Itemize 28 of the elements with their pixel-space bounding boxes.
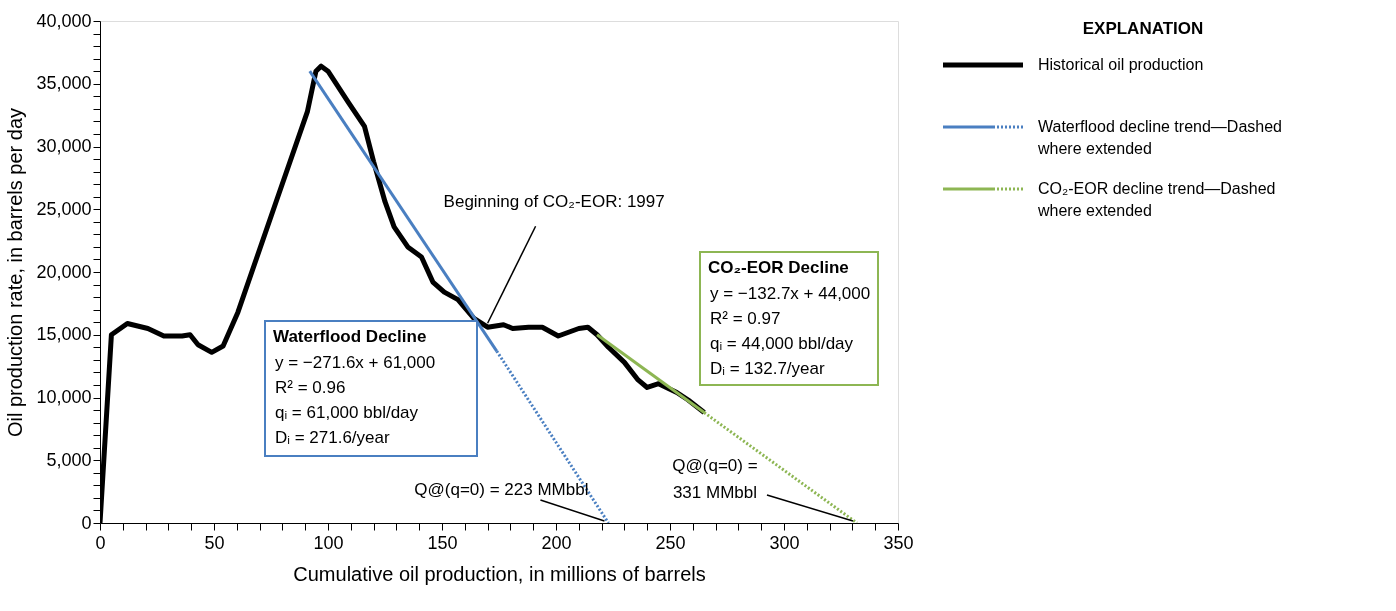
x-tick-label: 250 [655, 532, 686, 553]
legend-label: Waterflood decline trend—Dashed where extended [1037, 118, 1282, 157]
x-tick-label: 100 [313, 532, 344, 553]
annotation: Waterflood Decline y = −271.6x + 61,000 R² = 0.96 qᵢ = 61,000 bbl/day Dᵢ = 271.6/year [273, 327, 436, 447]
annotation: Q@(q=0) = 331 MMbbl [672, 456, 758, 502]
legend-label: Historical oil production [1038, 56, 1204, 73]
legend-label: CO₂-EOR decline trend—Dashed where extended [1037, 180, 1276, 219]
y-tick-label: 0 [81, 512, 92, 533]
y-tick-label: 15,000 [36, 324, 92, 345]
annotation: Q@(q=0) = 223 MMbbl [414, 480, 589, 499]
x-axis-title: Cumulative oil production, in millions of barrels [293, 562, 706, 585]
y-tick-label: 20,000 [36, 261, 92, 282]
x-tick-label: 300 [769, 532, 800, 553]
x-tick-label: 350 [883, 532, 914, 553]
x-tick-label: 0 [95, 532, 106, 553]
y-tick-label: 10,000 [36, 387, 92, 407]
legend-title: EXPLANATION [1082, 19, 1204, 38]
x-tick-label: 150 [427, 532, 458, 553]
x-tick-label: 50 [204, 532, 225, 553]
annotation: CO₂-EOR Decline y = −132.7x + 44,000 R² = 0.97 qᵢ = 44,000 bbl/day Dᵢ = 132.7/year [708, 258, 871, 378]
y-tick-label: 40,000 [36, 10, 92, 31]
y-tick-label: 30,000 [36, 136, 92, 156]
y-tick-label: 5,000 [46, 449, 92, 470]
y-axis-title: Oil production rate, in barrels per day [4, 107, 27, 438]
y-tick-label: 25,000 [36, 198, 92, 219]
annotation: Beginning of CO₂-EOR: 1997 [443, 192, 665, 212]
x-tick-label: 200 [541, 532, 572, 553]
y-tick-label: 35,000 [36, 73, 92, 94]
